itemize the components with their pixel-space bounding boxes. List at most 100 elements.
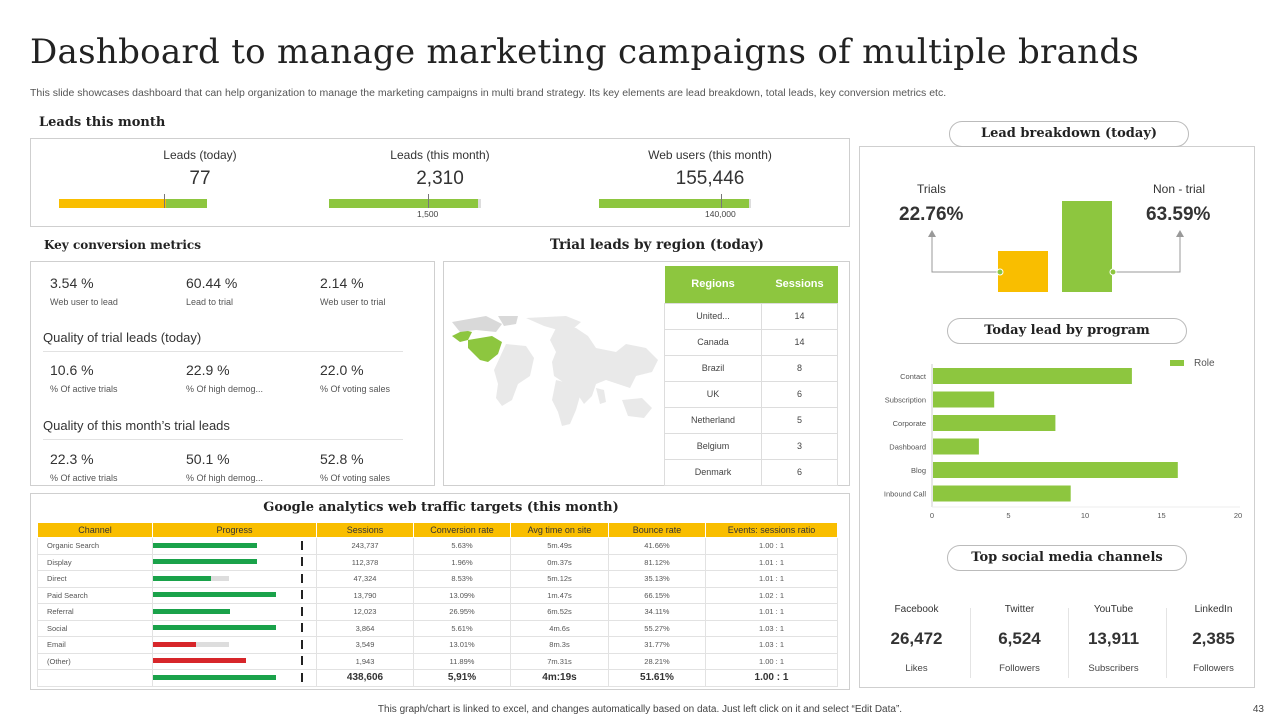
ratio-cell: 1.02 : 1: [705, 586, 838, 604]
kpi-value: 60.44 %: [186, 275, 238, 291]
sessions-cell: 6: [761, 380, 838, 408]
ga-col-header: Channel: [37, 522, 153, 538]
sessions-cell: 8: [761, 354, 838, 382]
kcm-panel: 3.54 % Web user to lead 60.44 % Lead to …: [30, 261, 435, 486]
legend-label: Role: [1194, 358, 1215, 369]
region-row: United... 14: [664, 302, 838, 330]
social-youtube: YouTube 13,911 Subscribers: [1066, 592, 1161, 674]
region-cell: Belgium: [664, 432, 762, 460]
channel-cell: (Other): [37, 652, 153, 670]
nontrial-bar: [1062, 201, 1112, 292]
progress-bar: [153, 540, 313, 552]
progress-target-marker: [301, 606, 303, 616]
divider: [43, 439, 403, 440]
nontrial-connector: [1113, 235, 1181, 273]
total-sessions-cell: 438,606: [316, 669, 414, 687]
program-heading: Today lead by program: [947, 318, 1187, 344]
kpi-label: Web user to trial: [320, 297, 386, 307]
lead-bar-fill: [59, 199, 166, 208]
lead-card-today: Leads (today) 77: [70, 139, 330, 190]
lead-target-label: 1,500: [417, 209, 439, 219]
ratio-cell: 1.01 : 1: [705, 570, 838, 588]
footer-note: This graph/chart is linked to excel, and…: [377, 704, 903, 715]
lead-value: 77: [189, 168, 211, 189]
ga-row: (Other) 1,943 11.89% 7m.31s 28.21% 1.00 : 1: [37, 652, 838, 670]
ga-table: Channel Progress Sessions Conversion rat…: [37, 522, 838, 687]
conv-cell: 5.63%: [413, 537, 511, 555]
kpi-label: % Of active trials: [50, 473, 118, 483]
progress-cell: [152, 636, 317, 654]
divider: [1166, 608, 1167, 678]
kpi-value: 3.54 %: [50, 275, 94, 291]
trials-connector: [931, 235, 1000, 273]
sessions-cell: 3,549: [316, 636, 414, 654]
trials-dot: [996, 268, 1004, 276]
highlighted-region-north-america: [452, 330, 502, 362]
kpi-label: % Of high demog...: [186, 384, 264, 394]
progress-fill: [153, 641, 196, 647]
x-tick-label: 0: [930, 511, 934, 520]
channel-cell: Paid Search: [37, 586, 153, 604]
program-bar: [933, 438, 979, 455]
kpi-label: Web user to lead: [50, 297, 118, 307]
region-col-header: Regions: [664, 266, 762, 303]
kpi-label: % Of high demog...: [186, 473, 264, 483]
progress-bar: [153, 606, 313, 618]
lead-value: 155,446: [675, 168, 745, 189]
region-cell: United...: [664, 302, 762, 330]
progress-bar: [153, 573, 313, 585]
ratio-cell: 1.00 : 1: [705, 652, 838, 670]
conv-cell: 1.96%: [413, 553, 511, 571]
ga-row: Direct 47,324 8.53% 5m.12s 35.13% 1.01 : 1: [37, 570, 838, 588]
region-row: Belgium 3: [664, 432, 838, 460]
bounce-cell: 34.11%: [608, 603, 706, 621]
ga-heading: Google analytics web traffic targets (th…: [263, 500, 619, 515]
bounce-cell: 28.21%: [608, 652, 706, 670]
sessions-cell: 14: [761, 302, 838, 330]
category-label: Inbound Call: [884, 490, 926, 499]
ratio-cell: 1.00 : 1: [705, 537, 838, 555]
divider: [43, 351, 403, 352]
kpi-label: % Of voting sales: [320, 473, 391, 483]
time-cell: 0m.37s: [510, 553, 609, 571]
trials-arrow-icon: [928, 230, 936, 237]
page-title: Dashboard to manage marketing campaigns …: [30, 32, 1140, 72]
total-ratio-cell: 1.00 : 1: [705, 669, 838, 687]
ga-row: Social 3,864 5.61% 4m.6s 55.27% 1.03 : 1: [37, 619, 838, 637]
progress-bar: [153, 639, 313, 651]
progress-cell: [152, 669, 317, 687]
kpi-active-trials-today: 10.6 % % Of active trials: [50, 362, 118, 394]
lead-card-webusers: Web users (this month) 155,446: [580, 139, 840, 190]
social-unit: Followers: [1193, 663, 1234, 674]
channel-cell: Organic Search: [37, 537, 153, 555]
time-cell: 5m.12s: [510, 570, 609, 588]
bounce-cell: 35.13%: [608, 570, 706, 588]
region-cell: UK: [664, 380, 762, 408]
progress-fill: [153, 674, 276, 680]
leads-heading: Leads this month: [39, 115, 166, 130]
lead-target-tick: [164, 194, 165, 208]
kpi-label: Lead to trial: [186, 297, 234, 307]
region-row: Denmark 6: [664, 458, 838, 486]
nontrial-label: Non - trial: [1153, 182, 1206, 196]
breakdown-chart: [928, 201, 1184, 292]
ratio-cell: 1.03 : 1: [705, 619, 838, 637]
ga-total-row: 438,606 5,91% 4m:19s 51.61% 1.00 : 1: [37, 669, 838, 687]
quality-month-heading: Quality of this month’s trial leads: [43, 418, 230, 433]
ga-col-header: Avg time on site: [510, 522, 609, 538]
progress-target-marker: [301, 672, 303, 682]
progress-target-marker: [301, 573, 303, 583]
x-tick-label: 20: [1234, 511, 1242, 520]
conv-cell: 13.01%: [413, 636, 511, 654]
social-unit: Subscribers: [1088, 663, 1139, 674]
page-number: 43: [1252, 704, 1264, 715]
progress-cell: [152, 586, 317, 604]
ga-panel: Google analytics web traffic targets (th…: [30, 493, 850, 690]
progress-target-marker: [301, 639, 303, 649]
ga-col-header: Conversion rate: [413, 522, 511, 538]
time-cell: 6m.52s: [510, 603, 609, 621]
lead-value: 2,310: [416, 168, 464, 189]
social-value: 26,472: [890, 629, 943, 648]
progress-cell: [152, 619, 317, 637]
category-label: Contact: [900, 372, 927, 381]
